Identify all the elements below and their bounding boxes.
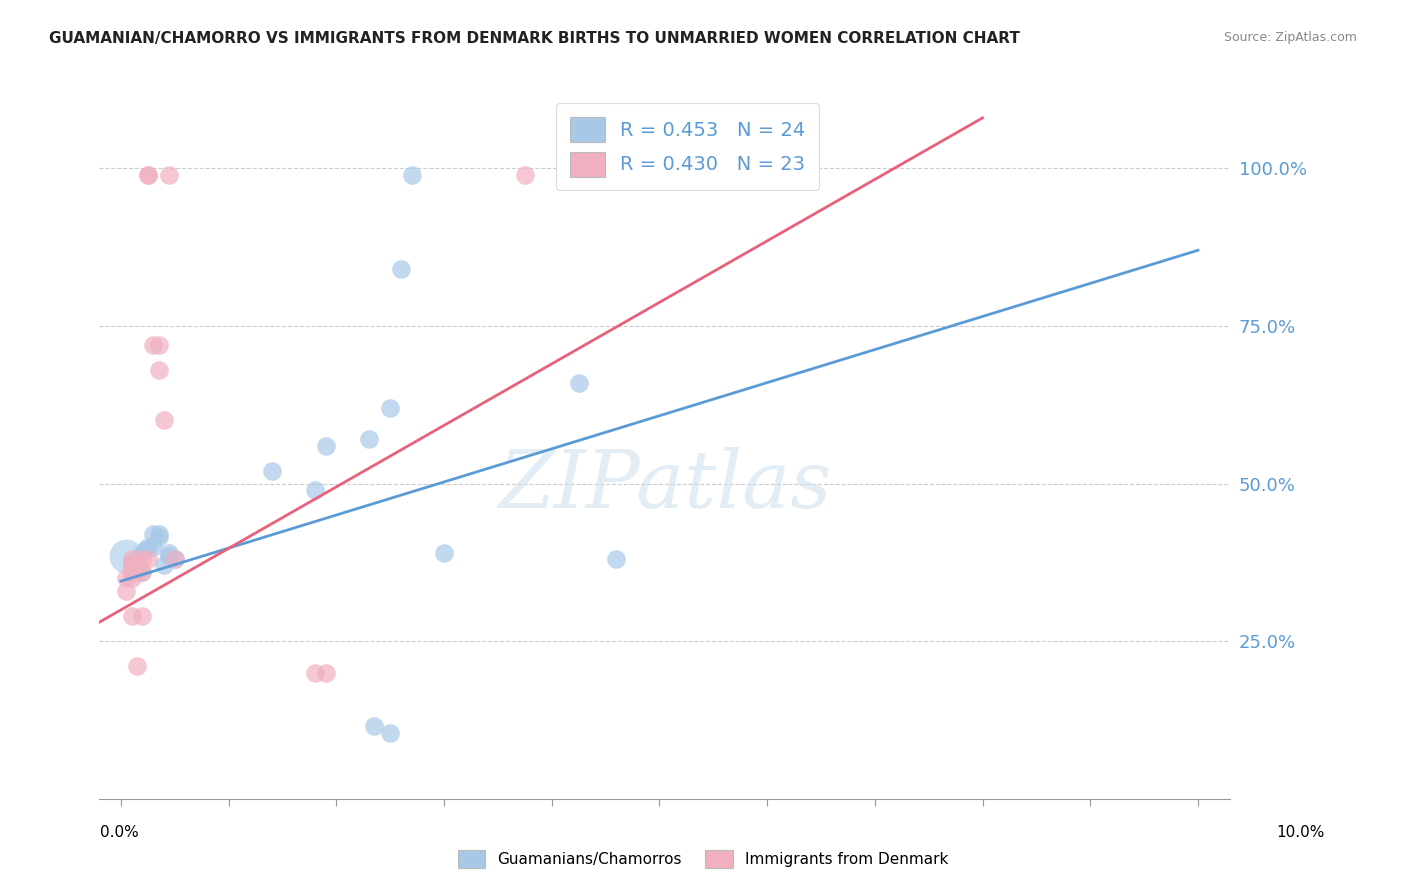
Point bbox=[131, 565, 153, 579]
Point bbox=[142, 540, 165, 554]
Point bbox=[315, 439, 337, 453]
Point bbox=[401, 168, 423, 182]
Point bbox=[121, 565, 143, 579]
Point bbox=[163, 552, 186, 566]
Point bbox=[134, 542, 156, 557]
Point bbox=[605, 552, 627, 566]
Point bbox=[148, 527, 170, 541]
Point bbox=[148, 338, 170, 352]
Point bbox=[568, 376, 591, 390]
Point bbox=[157, 549, 180, 563]
Text: GUAMANIAN/CHAMORRO VS IMMIGRANTS FROM DENMARK BIRTHS TO UNMARRIED WOMEN CORRELAT: GUAMANIAN/CHAMORRO VS IMMIGRANTS FROM DE… bbox=[49, 31, 1021, 46]
Point bbox=[131, 546, 153, 560]
Point bbox=[513, 168, 536, 182]
Point bbox=[121, 561, 143, 575]
Point bbox=[136, 168, 159, 182]
Point bbox=[136, 168, 159, 182]
Point bbox=[121, 555, 143, 569]
Point bbox=[121, 558, 143, 573]
Point bbox=[163, 552, 186, 566]
Point bbox=[363, 719, 385, 733]
Point bbox=[125, 558, 148, 573]
Point bbox=[142, 527, 165, 541]
Legend: Guamanians/Chamorros, Immigrants from Denmark: Guamanians/Chamorros, Immigrants from De… bbox=[451, 844, 955, 873]
Point bbox=[148, 363, 170, 377]
Point bbox=[125, 565, 148, 579]
Point bbox=[380, 725, 402, 739]
Point bbox=[315, 665, 337, 680]
Point bbox=[121, 571, 143, 585]
Point bbox=[121, 608, 143, 623]
Point bbox=[131, 552, 153, 566]
Point bbox=[121, 552, 143, 566]
Point bbox=[136, 540, 159, 554]
Point bbox=[125, 561, 148, 575]
Point bbox=[142, 338, 165, 352]
Text: ZIPatlas: ZIPatlas bbox=[498, 447, 831, 524]
Point bbox=[115, 549, 138, 563]
Point bbox=[153, 558, 176, 573]
Point bbox=[115, 571, 138, 585]
Legend: R = 0.453   N = 24, R = 0.430   N = 23: R = 0.453 N = 24, R = 0.430 N = 23 bbox=[555, 103, 818, 190]
Point bbox=[260, 464, 283, 478]
Text: Source: ZipAtlas.com: Source: ZipAtlas.com bbox=[1223, 31, 1357, 45]
Point bbox=[131, 608, 153, 623]
Point bbox=[357, 433, 380, 447]
Point bbox=[304, 483, 326, 497]
Point bbox=[148, 530, 170, 544]
Point bbox=[157, 168, 180, 182]
Point bbox=[389, 262, 412, 277]
Point bbox=[115, 583, 138, 598]
Text: 0.0%: 0.0% bbox=[100, 825, 139, 839]
Point bbox=[125, 659, 148, 673]
Point bbox=[157, 546, 180, 560]
Point bbox=[153, 413, 176, 427]
Point bbox=[131, 565, 153, 579]
Text: 10.0%: 10.0% bbox=[1277, 825, 1324, 839]
Point bbox=[136, 552, 159, 566]
Point bbox=[433, 546, 456, 560]
Point bbox=[125, 555, 148, 569]
Point bbox=[304, 665, 326, 680]
Point bbox=[380, 401, 402, 415]
Point bbox=[121, 558, 143, 573]
